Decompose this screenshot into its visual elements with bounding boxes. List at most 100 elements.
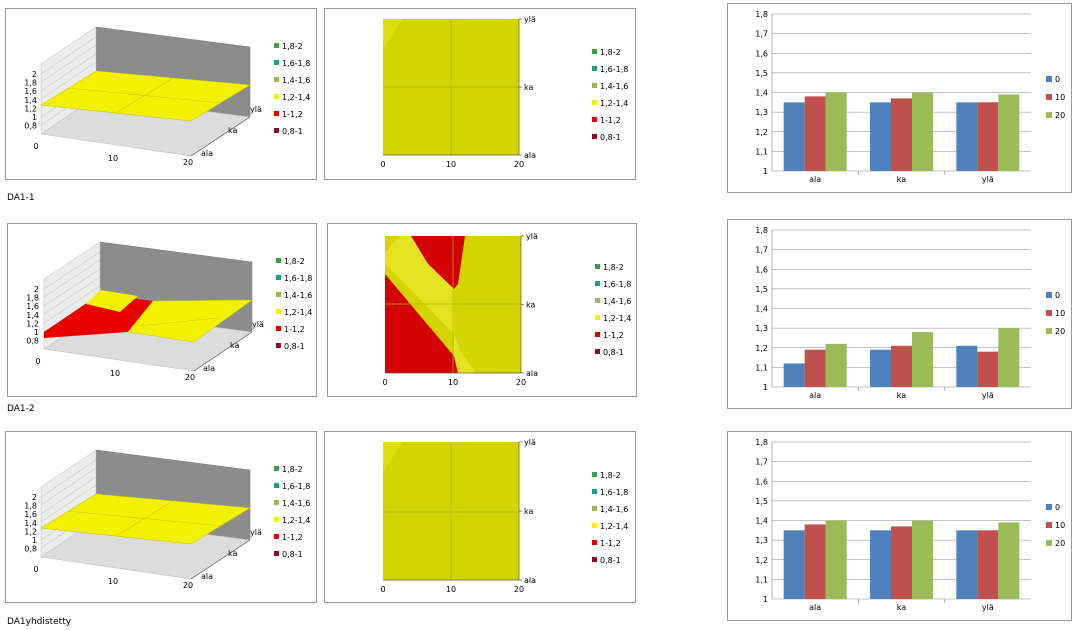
category-label: ala xyxy=(809,603,821,612)
x-tick-label: 0 xyxy=(33,565,38,574)
contour-y-ticks: ala ka ylä xyxy=(519,15,536,160)
category-label: ylä xyxy=(982,391,994,400)
legend-swatch xyxy=(274,60,279,65)
legend-swatch xyxy=(1046,310,1052,316)
y-tick-label: 1,7 xyxy=(755,246,768,255)
surface-yellow-region-left xyxy=(86,290,138,312)
y-tick-label: 1,5 xyxy=(755,497,768,506)
surface-plane xyxy=(40,493,251,545)
x-tick-label: 0 xyxy=(33,142,38,151)
contour-chart-1: 0 10 20 ala ka ylä 1,8-2 1,6-1,8 1,4-1,6 1,2-1,… xyxy=(324,8,636,180)
legend-swatch xyxy=(1046,328,1052,334)
legend-swatch xyxy=(592,489,597,494)
bar xyxy=(891,98,912,171)
legend-swatch xyxy=(1046,522,1052,528)
bar xyxy=(870,102,891,171)
legend-swatch xyxy=(592,523,597,528)
z-tick-label: 2 xyxy=(34,285,39,294)
contour-y-tick-label: ka xyxy=(524,83,533,92)
bar-chart-1: 1 1,1 1,2 1,3 1,4 1,5 1,6 1,7 1,8 ala ka ylä 0 10 20 xyxy=(727,3,1072,193)
y-tick-label: 1,5 xyxy=(755,285,768,294)
contour-band xyxy=(385,236,454,334)
legend-label: 0,8-1 xyxy=(603,348,624,357)
z-tick-label: 1 xyxy=(32,536,37,545)
contour-y-tick-label: ala xyxy=(524,576,536,585)
contour-x-tick-label: 10 xyxy=(446,585,456,594)
row-label-1: DA1-1 xyxy=(7,193,35,203)
y-tick-label: 1,1 xyxy=(755,147,768,156)
y-tick-label: 1,7 xyxy=(755,458,768,467)
legend-label: 1,4-1,6 xyxy=(600,505,628,514)
surface-legend: 1,8-2 1,6-1,8 1,4-1,6 1,2-1,4 1-1,2 0,8-1 xyxy=(276,257,312,351)
legend-label: 1,4-1,6 xyxy=(603,297,631,306)
category-label: ylä xyxy=(982,603,994,612)
legend-label: 0,8-1 xyxy=(600,133,621,142)
legend-swatch xyxy=(595,349,600,354)
contour-legend: 1,8-2 1,6-1,8 1,4-1,6 1,2-1,4 1-1,2 0,8-1 xyxy=(595,263,631,357)
depth-tick-label: ka xyxy=(230,341,239,350)
surface-depth-ticks: ala ka ylä xyxy=(201,105,262,158)
legend-label: 1,4-1,6 xyxy=(600,82,628,91)
legend-label: 1,6-1,8 xyxy=(282,482,310,491)
contour-y-tick-label: ylä xyxy=(524,15,536,24)
legend-swatch xyxy=(276,326,281,331)
bar-svg-1: 1 1,1 1,2 1,3 1,4 1,5 1,6 1,7 1,8 ala ka ylä 0 10 20 xyxy=(755,10,1065,184)
bar xyxy=(825,92,847,171)
legend-swatch xyxy=(274,43,279,48)
bar xyxy=(998,522,1020,599)
contour-y-tick-label: ylä xyxy=(526,232,538,241)
legend-swatch xyxy=(592,49,597,54)
legend-label: 1,4-1,6 xyxy=(282,76,310,85)
y-tick-label: 1 xyxy=(763,167,768,176)
y-tick-label: 1,4 xyxy=(755,517,768,526)
bar xyxy=(870,530,891,599)
bar xyxy=(977,530,999,599)
category-label: ylä xyxy=(982,175,994,184)
contour-x-tick-label: 20 xyxy=(516,378,526,387)
contour-red-upper xyxy=(411,236,465,289)
bar xyxy=(912,332,933,387)
bar xyxy=(825,343,847,387)
y-tick-label: 1,5 xyxy=(755,69,768,78)
z-tick-label: 0,8 xyxy=(24,545,37,554)
surface-legend: 1,8-2 1,6-1,8 1,4-1,6 1,2-1,4 1-1,2 0,8-1 xyxy=(274,42,310,136)
bar-chart-2: 1 1,1 1,2 1,3 1,4 1,5 1,6 1,7 1,8 ala ka ylä 0 10 20 xyxy=(727,219,1072,409)
surface-chart-2: 2 1,8 1,6 1,4 1,2 1 0,8 0 10 20 ala ka ylä 1,8-2 1,… xyxy=(7,223,317,397)
legend-swatch xyxy=(592,506,597,511)
contour-y-ticks: ala ka ylä xyxy=(519,438,536,585)
legend-swatch xyxy=(274,94,279,99)
category-label: ka xyxy=(897,175,906,184)
z-tick-label: 2 xyxy=(32,70,37,79)
y-tick-label: 1 xyxy=(763,595,768,604)
legend-swatch xyxy=(592,134,597,139)
legend-label: 1,6-1,8 xyxy=(600,488,628,497)
legend-swatch xyxy=(274,466,279,471)
surface-z-ticks: 21,81,61,41,210,8 xyxy=(26,285,39,346)
legend-swatch xyxy=(592,117,597,122)
legend-label: 1,2-1,4 xyxy=(600,522,628,531)
legend-label: 0,8-1 xyxy=(284,342,305,351)
contour-legend: 1,8-2 1,6-1,8 1,4-1,6 1,2-1,4 1-1,2 0,8-1 xyxy=(592,471,628,565)
depth-tick-label: ylä xyxy=(250,105,262,114)
legend-swatch xyxy=(276,275,281,280)
bar-svg-2: 1 1,1 1,2 1,3 1,4 1,5 1,6 1,7 1,8 ala ka ylä 0 10 20 xyxy=(755,226,1065,400)
category-label: ka xyxy=(897,391,906,400)
legend-label: 1,6-1,8 xyxy=(282,59,310,68)
y-tick-label: 1,6 xyxy=(755,265,768,274)
legend-label: 1-1,2 xyxy=(600,539,621,548)
y-tick-label: 1,7 xyxy=(755,30,768,39)
x-tick-label: 0 xyxy=(35,357,40,366)
depth-tick-label: ka xyxy=(228,126,237,135)
contour-x-tick-label: 20 xyxy=(514,160,524,169)
legend-swatch xyxy=(592,100,597,105)
bar xyxy=(783,530,805,599)
depth-tick-label: ala xyxy=(201,572,213,581)
contour-y-tick-label: ala xyxy=(526,369,538,378)
bar xyxy=(912,520,933,599)
contour-svg-1: 0 10 20 ala ka ylä 1,8-2 1,6-1,8 1,4-1,6 1,2-1,… xyxy=(380,15,628,169)
contour-red-lower xyxy=(385,274,458,373)
bar xyxy=(998,328,1020,387)
z-tick-label: 1,4 xyxy=(24,96,37,105)
